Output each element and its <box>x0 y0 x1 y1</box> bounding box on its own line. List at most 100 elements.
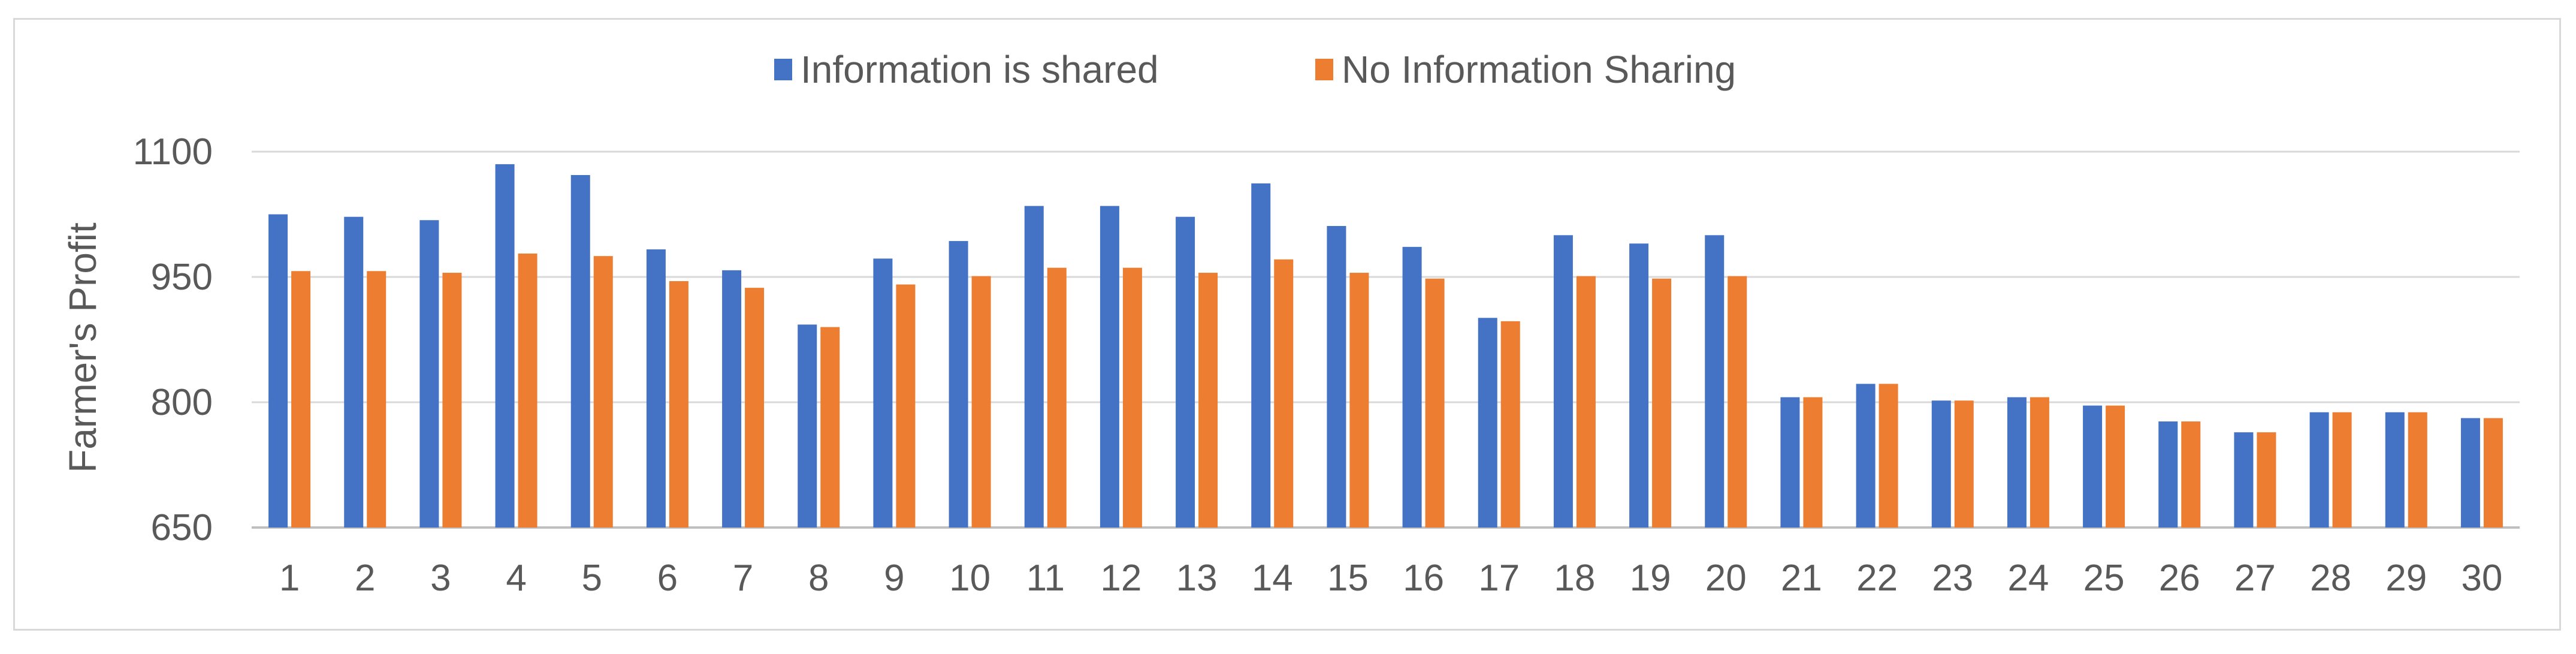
x-tick-label: 9 <box>884 557 904 599</box>
bar-information-shared <box>419 220 439 528</box>
bar-information-shared <box>1251 183 1271 528</box>
bar-information-shared <box>2007 397 2027 528</box>
bar-no-information-sharing <box>2106 405 2125 528</box>
bar-information-shared <box>1402 246 1422 528</box>
legend: Information is shared No Information Sha… <box>774 48 1736 91</box>
x-tick-label: 7 <box>733 557 753 599</box>
bar-information-shared <box>2158 421 2178 528</box>
x-tick-label: 25 <box>2083 557 2125 599</box>
bar-no-information-sharing <box>442 273 462 528</box>
bar-information-shared <box>1553 235 1573 528</box>
bar-information-shared <box>722 270 742 528</box>
bar-information-shared <box>1856 384 1876 528</box>
bar-no-information-sharing <box>1349 273 1369 528</box>
bar-no-information-sharing <box>1500 321 1520 528</box>
bar-information-shared <box>1327 226 1346 528</box>
legend-swatch-no-sharing <box>1315 59 1333 80</box>
bar-information-shared <box>1024 206 1044 528</box>
y-tick-label: 800 <box>151 382 213 423</box>
y-tick-labels: 650 800 950 1100 <box>133 131 213 548</box>
x-tick-label: 11 <box>1026 557 1065 599</box>
x-tick-label: 1 <box>279 557 300 599</box>
y-axis-title: Farmer's Profit <box>61 222 104 473</box>
x-tick-label: 8 <box>808 557 829 599</box>
bar-no-information-sharing <box>1954 400 1974 528</box>
bar-no-information-sharing <box>2181 421 2201 528</box>
x-tick-label: 30 <box>2461 557 2502 599</box>
x-tick-label: 12 <box>1100 557 1141 599</box>
x-tick-label: 15 <box>1327 557 1369 599</box>
x-tick-label: 20 <box>1705 557 1747 599</box>
x-tick-label: 4 <box>506 557 526 599</box>
x-tick-label: 21 <box>1781 557 1822 599</box>
x-tick-label: 28 <box>2310 557 2351 599</box>
bar-information-shared <box>495 164 515 528</box>
bar-information-shared <box>2385 412 2405 528</box>
bar-no-information-sharing <box>1803 397 1823 528</box>
bar-information-shared <box>2234 432 2254 528</box>
x-tick-label: 5 <box>582 557 602 599</box>
y-tick-label: 1100 <box>133 131 213 173</box>
legend-label-no-sharing: No Information Sharing <box>1342 48 1736 91</box>
bar-information-shared <box>1780 397 1800 528</box>
x-tick-labels: 1 2 3 4 5 6 7 8 9 10 11 12 13 14 15 16 17 18 19 20 21 22 23 24 2… <box>279 557 2503 599</box>
x-tick-label: 6 <box>657 557 678 599</box>
bar-information-shared <box>570 175 590 528</box>
x-tick-label: 18 <box>1554 557 1595 599</box>
grid-lines <box>252 150 2520 529</box>
bar-no-information-sharing <box>2408 412 2427 528</box>
bar-information-shared <box>1629 243 1649 528</box>
bar-information-shared <box>2083 405 2103 528</box>
bar-no-information-sharing <box>1274 259 1294 528</box>
legend-label-shared: Information is shared <box>801 48 1159 91</box>
x-tick-label: 26 <box>2159 557 2200 599</box>
bar-no-information-sharing <box>1122 267 1142 528</box>
bar-no-information-sharing <box>971 276 991 528</box>
bar-no-information-sharing <box>593 256 613 528</box>
bar-no-information-sharing <box>1879 384 1898 528</box>
x-tick-label: 13 <box>1176 557 1218 599</box>
bar-information-shared <box>646 249 666 528</box>
y-tick-label: 950 <box>151 257 213 298</box>
bar-no-information-sharing <box>669 281 688 528</box>
bar-information-shared <box>1705 235 1725 528</box>
legend-swatch-shared <box>774 59 792 80</box>
bar-information-shared <box>2460 418 2480 528</box>
bar-no-information-sharing <box>367 271 386 528</box>
x-tick-label: 19 <box>1630 557 1671 599</box>
bar-information-shared <box>798 324 817 528</box>
bar-no-information-sharing <box>2483 418 2503 528</box>
bar-no-information-sharing <box>518 253 537 528</box>
bar-no-information-sharing <box>291 271 311 528</box>
bar-information-shared <box>1100 206 1119 528</box>
bar-information-shared <box>344 216 364 528</box>
x-tick-label: 10 <box>949 557 990 599</box>
bars <box>268 164 2503 528</box>
bar-no-information-sharing <box>1652 278 1672 528</box>
y-tick-label: 650 <box>151 507 213 548</box>
x-tick-label: 16 <box>1403 557 1444 599</box>
x-tick-label: 29 <box>2385 557 2427 599</box>
bar-information-shared <box>1931 400 1951 528</box>
bar-information-shared <box>1478 318 1497 528</box>
bar-no-information-sharing <box>1425 278 1445 528</box>
bar-no-information-sharing <box>2332 412 2352 528</box>
x-tick-label: 24 <box>2007 557 2049 599</box>
bar-no-information-sharing <box>2257 432 2276 528</box>
bar-no-information-sharing <box>896 284 916 528</box>
x-tick-label: 27 <box>2234 557 2276 599</box>
bar-no-information-sharing <box>820 327 840 528</box>
bar-information-shared <box>268 214 288 528</box>
bar-no-information-sharing <box>2030 397 2049 528</box>
bar-information-shared <box>1176 216 1195 528</box>
bar-no-information-sharing <box>1576 276 1596 528</box>
x-tick-label: 22 <box>1856 557 1898 599</box>
bar-no-information-sharing <box>1728 276 1747 528</box>
bar-information-shared <box>2309 412 2329 528</box>
bar-no-information-sharing <box>1198 273 1218 528</box>
bar-no-information-sharing <box>1047 267 1067 528</box>
bar-information-shared <box>949 241 968 528</box>
bar-no-information-sharing <box>745 288 765 528</box>
x-tick-label: 3 <box>430 557 451 599</box>
